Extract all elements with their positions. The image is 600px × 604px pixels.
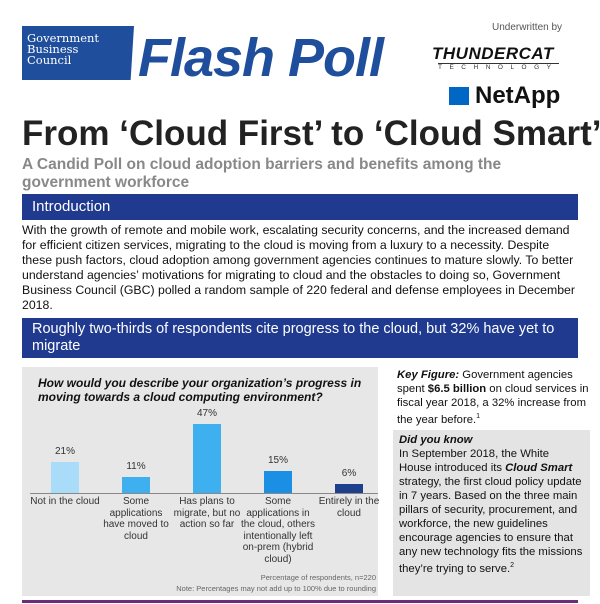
- key-figure: Key Figure: Government agencies spent $6…: [397, 368, 592, 427]
- netapp-text: NetApp: [475, 82, 561, 109]
- chart-note-rounding: Note: Percentages may not add up to 100%…: [176, 584, 376, 593]
- did-you-know-text: strategy, the first cloud policy update …: [399, 476, 583, 575]
- section-heading: Roughly two-thirds of respondents cite p…: [22, 318, 578, 358]
- key-figure-label: Key Figure:: [397, 369, 460, 381]
- footnote-ref: 2: [510, 562, 515, 569]
- bar: [51, 462, 79, 493]
- intro-text: With the growth of remote and mobile wor…: [22, 223, 575, 312]
- bar: [122, 476, 150, 493]
- did-you-know-box: Did you know In September 2018, the White…: [393, 430, 590, 596]
- logo-line: Council: [27, 53, 72, 67]
- key-figure-text: Government agencies spent: [397, 369, 573, 395]
- key-figure-amount: $6.5 billion: [427, 383, 487, 395]
- thundercat-logo: THUNDERCAT: [432, 44, 554, 63]
- data-label: 21%: [54, 446, 75, 458]
- bottom-rule: [22, 600, 578, 603]
- thundercat-sub: TECHNOLOGY: [438, 63, 559, 71]
- page-title: From ‘Cloud First’ to ‘Cloud Smart’: [22, 114, 600, 153]
- netapp-icon: [449, 87, 469, 105]
- key-figure-text: on cloud services in fiscal year 2018, a…: [397, 383, 589, 426]
- bar: [335, 484, 363, 493]
- data-label: 47%: [196, 407, 217, 419]
- brand-title: Flash Poll: [138, 28, 384, 88]
- page-subtitle: A Candid Poll on cloud adoption barriers…: [22, 156, 502, 191]
- category-label: Has plans to migrate, but no action so f…: [173, 496, 241, 530]
- chart-note-n: Percentage of respondents, n=220: [260, 573, 376, 582]
- bar: [264, 470, 292, 493]
- x-axis: [30, 493, 378, 494]
- data-label: 6%: [341, 468, 357, 480]
- data-label: 11%: [126, 460, 146, 472]
- footnote-ref: 1: [476, 413, 481, 420]
- chart-title: How would you describe your organization…: [38, 376, 362, 404]
- gbc-logo: Government Business Council: [22, 26, 134, 80]
- bar: [193, 423, 221, 493]
- did-you-know-text: In September 2018, the White House intro…: [399, 448, 550, 474]
- logo-line: Business: [27, 42, 79, 56]
- data-label: 15%: [267, 454, 288, 466]
- category-label: Not in the cloud: [30, 496, 100, 507]
- netapp-logo: NetApp: [449, 82, 560, 110]
- did-you-know-emphasis: Cloud Smart: [505, 462, 573, 474]
- category-label: Some applications have moved to cloud: [103, 496, 169, 542]
- intro-heading: Introduction: [22, 194, 578, 220]
- did-you-know-heading: Did you know: [399, 434, 473, 446]
- category-label: Entirely in the cloud: [318, 496, 380, 519]
- category-label: Some applications in the cloud, others i…: [241, 496, 315, 565]
- logo-line: Government: [27, 31, 100, 45]
- underwritten-label: Underwritten by: [492, 22, 563, 33]
